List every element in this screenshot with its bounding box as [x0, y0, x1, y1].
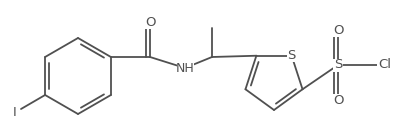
- Bar: [377, 58, 393, 72]
- Bar: [287, 49, 296, 62]
- Text: O: O: [333, 24, 343, 36]
- Bar: [10, 106, 20, 120]
- Text: O: O: [333, 94, 343, 106]
- Bar: [176, 61, 194, 75]
- Text: S: S: [334, 58, 342, 72]
- Bar: [145, 16, 155, 29]
- Bar: [333, 94, 343, 106]
- Bar: [333, 24, 343, 36]
- Text: S: S: [287, 49, 296, 62]
- Text: I: I: [13, 106, 17, 120]
- Bar: [333, 58, 343, 72]
- Text: NH: NH: [176, 61, 194, 75]
- Text: O: O: [145, 16, 155, 29]
- Text: Cl: Cl: [379, 58, 391, 72]
